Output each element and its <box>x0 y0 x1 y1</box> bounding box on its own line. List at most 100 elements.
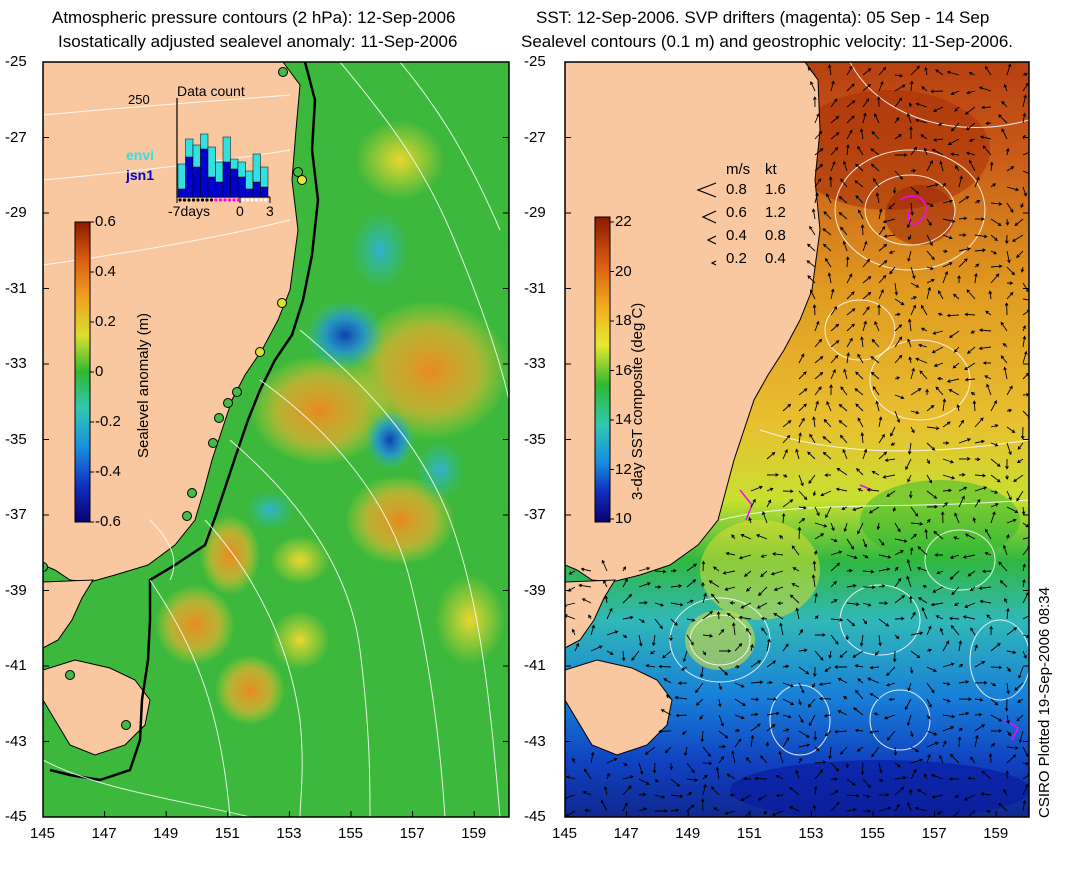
velocity-arrow <box>926 490 938 499</box>
velocity-arrow <box>978 586 992 590</box>
velocity-arrow <box>974 272 978 284</box>
velocity-arrow <box>958 216 968 221</box>
velocity-arrow <box>1014 218 1024 227</box>
velocity-arrow <box>883 714 896 720</box>
velocity-arrow <box>882 218 896 224</box>
velocity-arrow <box>862 320 867 332</box>
velocity-arrow <box>718 755 725 764</box>
velocity-arrow <box>814 112 820 124</box>
velocity-legend-kt: 0.4 <box>765 250 786 267</box>
velocity-arrow <box>863 809 872 813</box>
count-bar-jsn1 <box>245 188 254 198</box>
velocity-arrow <box>998 561 1008 572</box>
velocity-arrow <box>842 240 848 252</box>
velocity-arrow <box>938 290 944 300</box>
velocity-arrow <box>718 730 729 739</box>
count-bar-jsn1 <box>177 188 186 198</box>
velocity-arrow <box>740 602 752 609</box>
velocity-arrow <box>910 202 914 216</box>
velocity-arrow <box>702 774 708 780</box>
velocity-arrow <box>910 296 918 300</box>
velocity-arrow <box>908 356 913 364</box>
velocity-arrow <box>980 792 992 796</box>
velocity-arrow <box>842 160 848 172</box>
velocity-arrow <box>894 170 904 180</box>
velocity-arrow <box>958 195 970 204</box>
velocity-arrow <box>830 522 835 532</box>
velocity-arrow <box>924 66 928 76</box>
velocity-arrow <box>958 486 968 492</box>
velocity-arrow <box>926 730 938 736</box>
velocity-arrow <box>622 593 633 604</box>
velocity-arrow <box>1016 250 1024 259</box>
velocity-header-kt: kt <box>765 161 777 178</box>
velocity-arrow <box>970 330 976 334</box>
velocity-arrow <box>778 751 784 764</box>
velocity-arrow <box>923 147 928 156</box>
anomaly-blob <box>415 440 465 500</box>
velocity-legend-ms: 0.8 <box>726 181 747 198</box>
velocity-arrow <box>795 769 800 780</box>
velocity-arrow <box>924 528 928 540</box>
velocity-arrow <box>724 586 736 591</box>
velocity-arrow <box>942 714 956 719</box>
velocity-arrow <box>603 786 608 796</box>
velocity-arrow <box>766 724 776 732</box>
velocity-arrow <box>990 234 998 242</box>
velocity-arrow <box>846 115 855 124</box>
velocity-arrow <box>910 266 916 280</box>
velocity-arrow <box>857 353 864 364</box>
velocity-arrow <box>601 559 608 572</box>
velocity-arrow <box>814 148 824 156</box>
velocity-arrow <box>974 697 984 702</box>
velocity-arrow <box>782 643 789 652</box>
velocity-arrow <box>846 337 853 348</box>
velocity-arrow <box>998 114 1008 124</box>
anomaly-blob <box>200 515 260 595</box>
velocity-arrow <box>1022 650 1027 659</box>
velocity-arrow <box>830 580 837 588</box>
velocity-arrow <box>907 474 912 483</box>
velocity-arrow <box>798 682 805 694</box>
velocity-arrow <box>781 512 786 524</box>
velocity-arrow <box>894 336 903 348</box>
velocity-arrow <box>999 580 1008 588</box>
velocity-arrow <box>1006 166 1015 172</box>
velocity-arrow <box>857 209 864 220</box>
velocity-arrow <box>1017 442 1024 450</box>
velocity-arrow <box>726 612 736 620</box>
velocity-arrow <box>582 791 592 796</box>
velocity-arrow <box>889 266 896 275</box>
velocity-arrow <box>990 665 1003 670</box>
velocity-arrow <box>814 506 820 517</box>
velocity-arrow <box>811 208 816 220</box>
velocity-arrow <box>1018 730 1024 744</box>
velocity-arrow <box>686 762 695 774</box>
velocity-arrow <box>942 662 955 668</box>
velocity-arrow <box>846 144 850 156</box>
velocity-arrow <box>932 330 944 335</box>
velocity-arrow <box>1022 615 1029 620</box>
velocity-arrow <box>942 249 949 254</box>
velocity-arrow <box>917 546 928 556</box>
velocity-arrow <box>854 180 864 188</box>
velocity-arrow <box>952 293 960 300</box>
velocity-arrow <box>824 666 832 672</box>
velocity-arrow <box>877 304 881 316</box>
velocity-arrow <box>878 778 884 782</box>
velocity-arrow <box>925 388 929 396</box>
velocity-arrow <box>830 777 839 781</box>
velocity-arrow <box>622 634 628 639</box>
velocity-arrow <box>1005 474 1009 481</box>
count-day-marker <box>227 198 232 202</box>
velocity-arrow <box>830 288 835 300</box>
velocity-arrow <box>926 278 935 284</box>
left-title-line2: Isostatically adjusted sealevel anomaly:… <box>58 32 458 51</box>
velocity-arrow <box>947 138 960 145</box>
velocity-arrow <box>874 113 880 124</box>
velocity-arrow <box>808 714 816 727</box>
velocity-arrow <box>910 186 920 195</box>
velocity-arrow <box>830 550 843 556</box>
count-day-marker <box>178 198 182 202</box>
count-bar-jsn1 <box>260 186 269 198</box>
